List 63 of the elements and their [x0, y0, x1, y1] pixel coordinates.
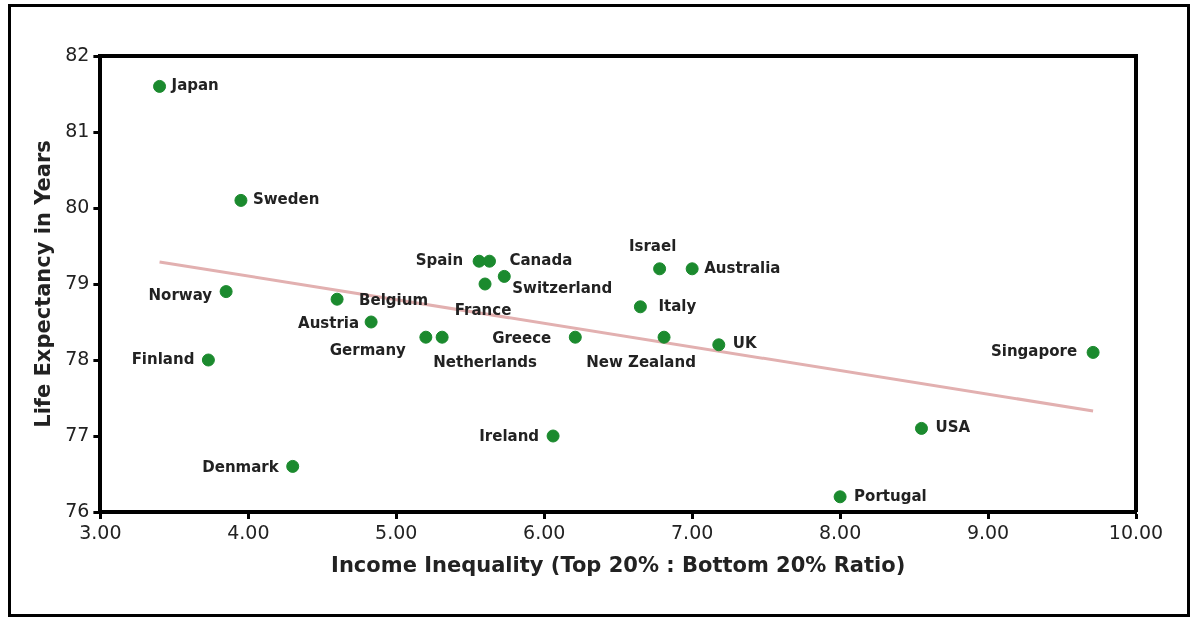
- point: [833, 490, 847, 504]
- annotation: Sweden: [252, 190, 320, 209]
- point: [286, 459, 300, 473]
- x-tick-label: 5.00: [375, 521, 418, 544]
- point: [914, 421, 928, 435]
- point: [330, 292, 344, 306]
- annotation: Netherlands: [433, 353, 538, 372]
- annotation: Germany: [329, 341, 407, 360]
- y-axis-title: Life Expectancy in Years: [31, 140, 56, 428]
- annotation: Portugal: [854, 486, 927, 505]
- annotation: France: [454, 300, 512, 319]
- point: [712, 338, 726, 352]
- y-tick-label: 80: [65, 194, 90, 217]
- annotation: Spain: [415, 251, 464, 270]
- annotation: Austria: [298, 313, 360, 332]
- annotation: Israel: [628, 236, 677, 255]
- point: [633, 300, 647, 314]
- point: [482, 254, 496, 268]
- annotation: Ireland: [479, 426, 540, 445]
- point: [219, 285, 233, 299]
- annotation: Italy: [658, 296, 697, 315]
- y-tick-label: 78: [65, 346, 90, 369]
- point: [478, 277, 492, 291]
- x-tick-label: 10.00: [1108, 521, 1164, 544]
- x-axis-title: Income Inequality (Top 20% : Bottom 20% Ratio): [331, 552, 906, 577]
- annotation: Switzerland: [512, 279, 613, 298]
- annotation: Denmark: [202, 458, 280, 477]
- annotation: Japan: [170, 76, 219, 95]
- y-tick-label: 77: [65, 422, 90, 445]
- point: [1086, 345, 1100, 359]
- x-tick-label: 6.00: [523, 521, 566, 544]
- point: [472, 254, 486, 268]
- x-tick-label: 9.00: [966, 521, 1010, 544]
- point: [685, 262, 699, 276]
- annotation: Australia: [704, 258, 781, 277]
- annotation: Norway: [148, 286, 213, 305]
- point: [201, 353, 215, 367]
- point: [364, 315, 378, 329]
- annotation: UK: [732, 333, 758, 352]
- point: [497, 269, 511, 283]
- y-tick-label: 82: [65, 42, 90, 65]
- y-tick-label: 79: [65, 270, 90, 293]
- point: [546, 429, 560, 443]
- annotation: Belgium: [359, 291, 429, 310]
- point: [419, 330, 433, 344]
- point: [153, 79, 167, 93]
- annotation: USA: [935, 418, 971, 437]
- point: [653, 262, 667, 276]
- x-tick-label: 4.00: [227, 521, 270, 544]
- annotation: Singapore: [990, 342, 1078, 361]
- point: [568, 330, 582, 344]
- y-tick-label: 81: [65, 118, 90, 141]
- point: [657, 330, 671, 344]
- annotation: New Zealand: [586, 353, 696, 372]
- annotation: Greece: [492, 329, 552, 348]
- x-tick-label: 3.00: [79, 521, 122, 544]
- point: [435, 330, 449, 344]
- point: [234, 193, 248, 207]
- y-tick-label: 76: [65, 498, 90, 521]
- x-tick-label: 8.00: [818, 521, 862, 544]
- annotation: Finland: [131, 349, 195, 368]
- x-tick-label: 7.00: [671, 521, 714, 544]
- annotation: Canada: [509, 251, 573, 270]
